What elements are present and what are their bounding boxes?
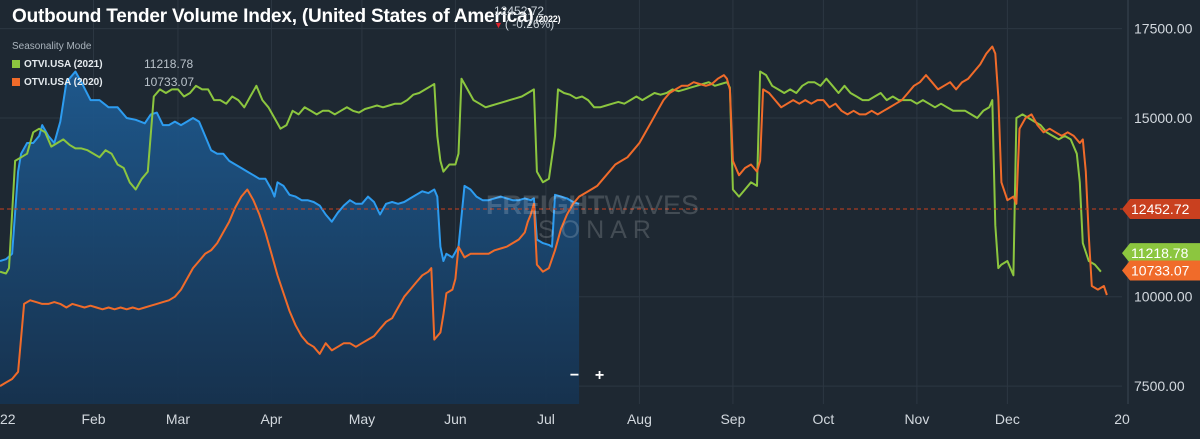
tag-2020-bg (1122, 260, 1200, 281)
down-arrow-icon: ▼ (494, 20, 503, 30)
legend-swatch-2020 (12, 78, 20, 86)
x-tick-label: 20 (1114, 411, 1130, 427)
legend-name-2021: OTVI.USA (2021) (24, 58, 103, 70)
change-text: ( -0.26%) (504, 17, 555, 31)
series-layer (0, 45, 1122, 404)
title-text: Outbound Tender Volume Index, (United St… (12, 6, 534, 27)
title-year: (2022) (535, 14, 561, 24)
x-tick-label: Jul (537, 411, 555, 427)
x-tick-label: 22 (0, 411, 16, 427)
zoom-out-button[interactable]: − (569, 367, 580, 384)
x-tick-label: Nov (904, 411, 929, 427)
legend-value-2021: 11218.78 (144, 57, 194, 71)
tag-current-text: 12452.72 (1131, 201, 1190, 217)
zoom-controls: − + (562, 365, 612, 387)
chart-title: Outbound Tender Volume Index, (United St… (12, 6, 561, 28)
tag-2021-bg (1122, 243, 1200, 264)
tag-2021: 11218.78 (1122, 243, 1200, 264)
current-value: 12452.72 (494, 4, 545, 18)
series-line-2021 (0, 70, 1102, 277)
x-tick-label: Jun (444, 411, 467, 427)
watermark-brand: FREIGHT (486, 190, 605, 220)
x-tick-label: Apr (261, 411, 283, 427)
y-tick-label: 10000.00 (1134, 289, 1193, 305)
x-tick-label: May (349, 411, 375, 427)
series-2022-area (0, 71, 580, 404)
watermark-brand2: WAVES (604, 190, 700, 220)
x-tick-label: Mar (166, 411, 190, 427)
headline-values: 12452.72 ▼( -0.26%) (494, 5, 554, 32)
x-tick-label: Dec (995, 411, 1020, 427)
legend-value-2020: 10733.07 (144, 75, 195, 89)
legend-item-2021[interactable]: OTVI.USA (2021) 11218.78 (12, 55, 194, 73)
axis-layer: 7500.00 10000.00 15000.00 17500.00 12452.72 1… (0, 21, 1200, 427)
legend-swatch-2021 (12, 60, 20, 68)
y-tick-label: 7500.00 (1134, 378, 1185, 394)
tag-2020-text: 10733.07 (1131, 263, 1190, 279)
x-tick-label: Sep (720, 411, 745, 427)
seasonality-label: Seasonality Mode (12, 41, 92, 52)
x-tick-label: Feb (81, 411, 105, 427)
x-tick-label: Oct (813, 411, 835, 427)
tag-current: 12452.72 (1122, 199, 1200, 220)
legend-name-2020: OTVI.USA (2020) (24, 76, 103, 88)
series-line-2020 (0, 45, 1108, 387)
legend-item-2020[interactable]: OTVI.USA (2020) 10733.07 (12, 73, 194, 91)
tag-2020: 10733.07 (1122, 260, 1200, 281)
legend: OTVI.USA (2021) 11218.78 OTVI.USA (2020)… (12, 55, 194, 91)
x-tick-label: Aug (627, 411, 652, 427)
y-tick-label: 17500.00 (1134, 21, 1193, 37)
change-row: ▼( -0.26%) (494, 18, 554, 32)
watermark: FREIGHTWAVES SONAR (486, 190, 700, 244)
zoom-in-button[interactable]: + (594, 367, 605, 384)
tag-current-bg (1122, 199, 1200, 220)
y-tick-label: 15000.00 (1134, 110, 1193, 126)
watermark-product: SONAR (538, 216, 657, 244)
series-line-2022 (0, 70, 580, 262)
tag-2021-text: 11218.78 (1131, 245, 1189, 261)
